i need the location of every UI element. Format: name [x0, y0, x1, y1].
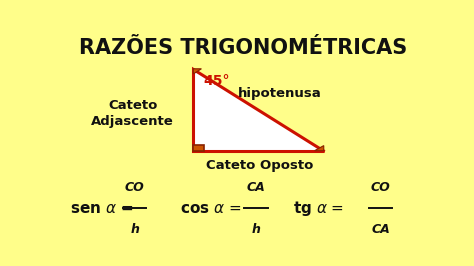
Polygon shape [193, 69, 201, 74]
Text: 45°: 45° [204, 74, 230, 88]
Text: h: h [251, 223, 260, 236]
Text: h: h [130, 223, 139, 236]
Bar [193, 145, 204, 151]
Text: $\mathbf{sen}$ $\mathit{\alpha}$ =: $\mathbf{sen}$ $\mathit{\alpha}$ = [70, 201, 133, 215]
Text: Cateto Oposto: Cateto Oposto [206, 159, 313, 172]
Text: RAZÕES TRIGONOMÉTRICAS: RAZÕES TRIGONOMÉTRICAS [79, 38, 407, 58]
Text: $\mathbf{cos}$ $\mathit{\alpha}$ =: $\mathbf{cos}$ $\mathit{\alpha}$ = [181, 201, 242, 215]
Text: hipotenusa: hipotenusa [238, 87, 321, 100]
Text: $\mathbf{tg}$ $\mathit{\alpha}$ =: $\mathbf{tg}$ $\mathit{\alpha}$ = [292, 198, 344, 218]
Text: CA: CA [246, 181, 265, 194]
Polygon shape [193, 69, 324, 151]
Text: CA: CA [371, 223, 390, 236]
Text: CO: CO [371, 181, 391, 194]
Polygon shape [315, 146, 324, 151]
Text: Cateto
Adjascente: Cateto Adjascente [91, 99, 174, 128]
Text: CO: CO [125, 181, 145, 194]
